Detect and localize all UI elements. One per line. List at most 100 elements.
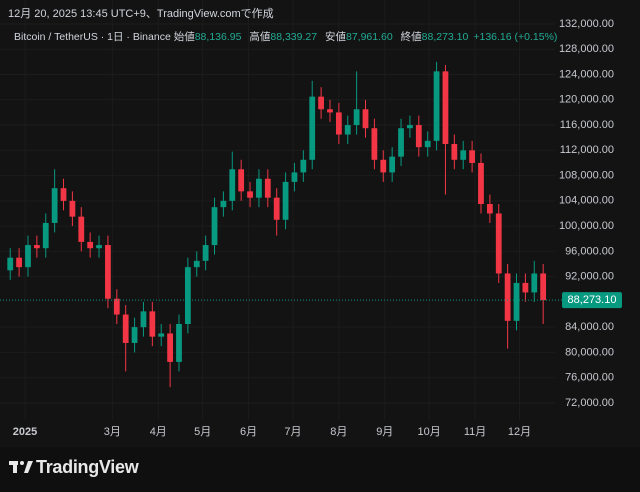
y-tick-label: 100,000.00: [559, 220, 614, 232]
candle-body: [478, 162, 484, 204]
candle-body: [69, 200, 76, 217]
x-tick-label: 7月: [284, 426, 301, 438]
candle-body: [513, 282, 520, 321]
candle-body: [158, 333, 165, 337]
candle-body: [522, 282, 529, 293]
symbol: Bitcoin / TetherUS · 1日 · Binance: [14, 31, 171, 43]
candle-body: [113, 298, 120, 315]
candle-body: [424, 140, 431, 148]
field-value: 88,339.27: [270, 31, 318, 43]
candle-body: [211, 207, 218, 246]
x-tick-label: 3月: [104, 426, 121, 438]
y-tick-label: 132,000.00: [559, 18, 614, 30]
candle-body: [495, 213, 502, 274]
y-tick-label: 120,000.00: [559, 94, 614, 106]
created-note: 12月 20, 2025 13:45 UTC+9、TradingView.com…: [8, 8, 274, 20]
legend: Bitcoin / TetherUS · 1日 · Binance 始値88,1…: [14, 29, 557, 44]
y-tick-label: 76,000.00: [565, 372, 614, 384]
candle-body: [51, 188, 58, 223]
candle-body: [335, 112, 342, 135]
candle-body: [327, 109, 333, 113]
y-tick-label: 96,000.00: [565, 245, 614, 257]
candle-body: [184, 267, 191, 324]
candle-body: [149, 311, 156, 337]
price-tag: [562, 292, 622, 309]
x-tick-label: 12月: [508, 426, 531, 438]
candle-body: [229, 169, 236, 201]
logo-icon: [9, 461, 33, 473]
field-label: 始値: [173, 31, 195, 43]
candle-body: [256, 178, 262, 198]
y-tick-label: 84,000.00: [565, 321, 614, 333]
candle-body: [389, 156, 396, 173]
candle-body: [433, 71, 440, 141]
candle-body: [7, 257, 14, 271]
x-tick-label: 9月: [376, 426, 393, 438]
y-tick-label: 112,000.00: [560, 144, 614, 156]
field-value: 87,961.60: [346, 31, 393, 43]
candle-body: [282, 181, 289, 220]
candle-body: [415, 125, 422, 148]
chart-bg: [0, 0, 640, 447]
field-label: 終値: [400, 31, 422, 43]
candle-body: [318, 96, 324, 110]
candle-body: [540, 273, 547, 301]
candle-body: [451, 144, 458, 160]
x-tick-label: 11月: [464, 426, 486, 438]
candle-body: [398, 128, 404, 157]
field-label: 安値: [325, 31, 346, 43]
field-value: 88,136.95: [194, 31, 242, 43]
candle-body: [460, 150, 467, 160]
candle-body: [407, 125, 413, 129]
candle-body: [60, 188, 67, 201]
field-value: 88,273.10: [421, 31, 469, 43]
field-label: 高値: [249, 31, 271, 43]
candle-body: [96, 245, 102, 249]
candle-body: [264, 178, 271, 198]
y-tick-label: 128,000.00: [559, 43, 614, 55]
y-tick-label: 92,000.00: [565, 271, 614, 283]
candle-body: [167, 333, 173, 362]
price-tag-label: 88,273.10: [568, 294, 617, 306]
candle-body: [469, 150, 475, 163]
candle-body: [87, 241, 94, 249]
y-tick-label: 108,000.00: [559, 169, 614, 181]
candle-body: [531, 273, 538, 293]
candle-body: [78, 216, 85, 242]
candle-body: [442, 71, 449, 144]
x-tick-label: 2025: [13, 426, 37, 438]
candle-body: [291, 172, 298, 182]
candle-body: [362, 109, 369, 129]
x-tick-label: 5月: [194, 426, 211, 438]
y-tick-label: 116,000.00: [560, 119, 614, 131]
candle-body: [247, 191, 253, 198]
candle-body: [371, 128, 378, 160]
candle-body: [238, 169, 245, 192]
x-tick-label: 8月: [330, 426, 347, 438]
candle-body: [504, 273, 511, 321]
y-tick-label: 72,000.00: [565, 397, 614, 409]
candle-body: [193, 260, 200, 268]
candle-body: [202, 245, 209, 261]
x-tick-label: 10月: [418, 426, 441, 438]
y-tick-label: 104,000.00: [559, 195, 614, 207]
candle-body: [33, 245, 40, 249]
candle-body: [176, 324, 182, 362]
candle-body: [220, 200, 227, 208]
y-tick-label: 80,000.00: [565, 346, 614, 358]
candle-body: [486, 204, 493, 214]
candle-body: [25, 245, 31, 268]
candle-body: [42, 222, 49, 249]
x-tick-label: 6月: [240, 426, 257, 438]
candle-body: [105, 245, 111, 299]
change: +136.16 (+0.15%): [473, 31, 558, 43]
candle-body: [131, 327, 138, 343]
candle-body: [122, 314, 129, 343]
brand: TradingView: [36, 457, 139, 477]
y-tick-label: 124,000.00: [559, 68, 614, 80]
candle-body: [140, 311, 147, 328]
candle-body: [380, 159, 387, 173]
candle-body: [344, 125, 351, 135]
